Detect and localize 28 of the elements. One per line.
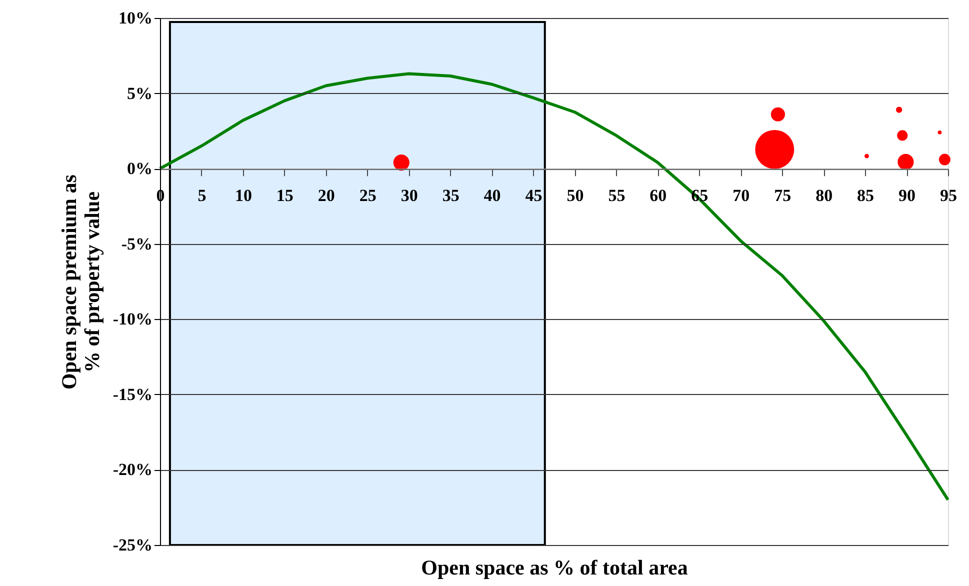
x-axis-title: Open space as % of total area [421,556,688,580]
x-tick-label: 10 [234,186,252,206]
y-tick-label: -20% [112,460,152,480]
y-tick-label: 0% [127,159,152,178]
x-tick-label: 50 [566,186,584,206]
x-tick-label: 80 [816,186,833,206]
y-tick-label: 5% [127,84,152,103]
x-tick-label: 35 [442,186,460,206]
x-tick-label: 95 [940,186,957,206]
x-tick-label: 25 [359,186,376,206]
x-tick-label: 40 [484,186,501,206]
x-tick-label: 60 [650,186,667,206]
x-tick-label: 85 [857,186,874,206]
x-tick-label: 55 [608,186,626,206]
x-tick-label: 45 [525,186,542,206]
y-tick-label: -10% [112,310,152,329]
y-tick-label: 10% [118,8,152,28]
y-tick-label: -25% [112,536,152,554]
x-tick-label: 15 [276,186,294,206]
y-tick-label: -5% [121,234,152,254]
x-tick-label: 70 [732,186,750,206]
y-tick-label: -15% [112,384,152,404]
x-tick-label: 5 [198,186,206,206]
x-tick-label: 20 [318,186,335,206]
x-tick-label: 90 [898,186,916,206]
x-tick-label: 75 [774,186,792,206]
y-axis-title: Open space premium as % of property value [56,174,104,390]
x-tick-label: 30 [400,186,418,206]
